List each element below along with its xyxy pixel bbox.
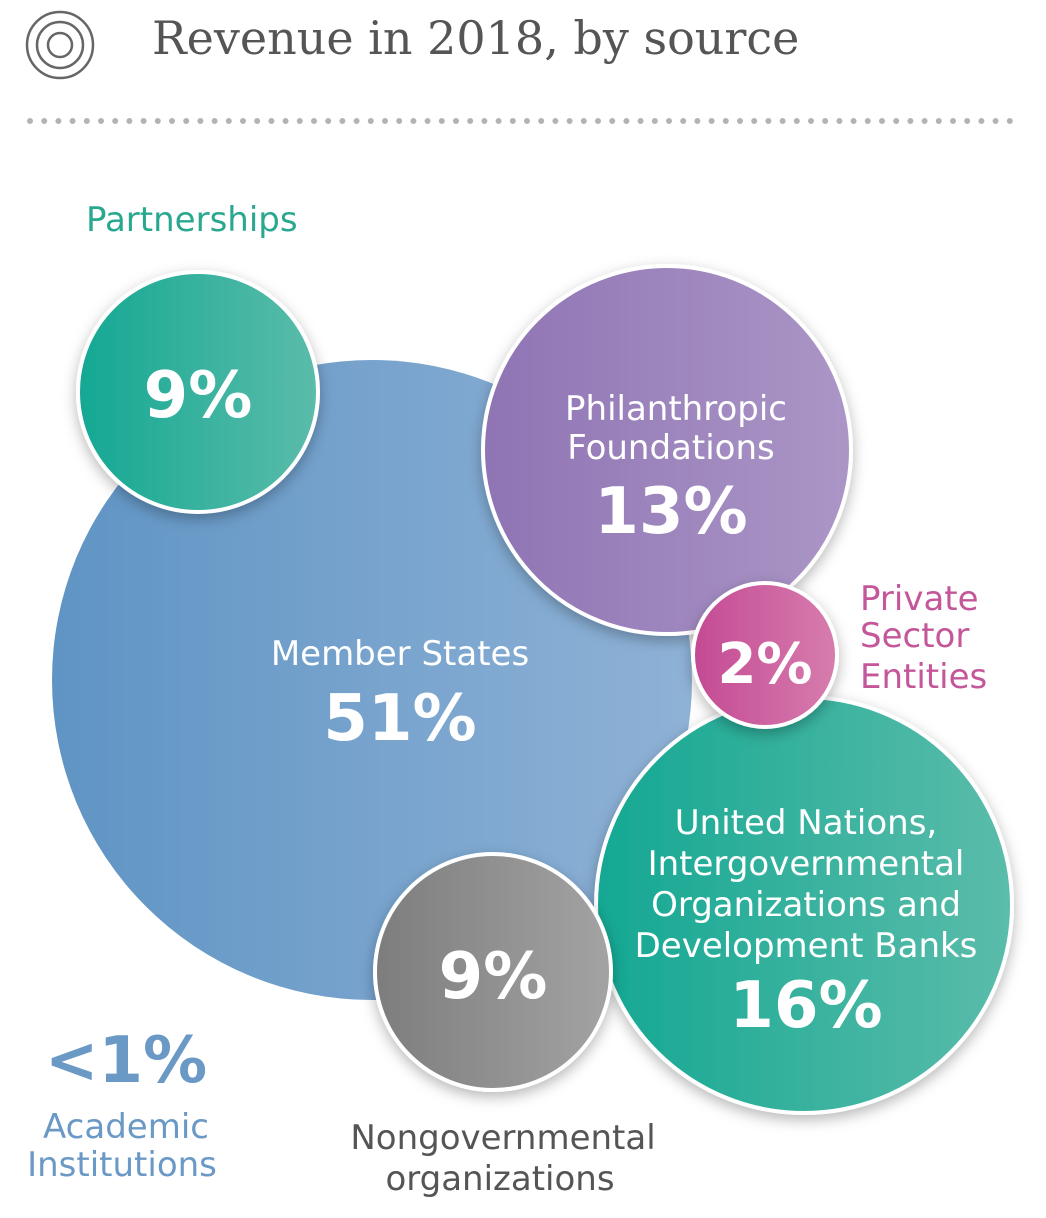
un-label-line4: Development Banks — [635, 926, 978, 966]
un-label-line1: United Nations, — [675, 803, 937, 843]
ngo-label-line1: Nongovernmental — [350, 1118, 655, 1158]
philanthropic-label-line2: Foundations — [567, 428, 775, 468]
un-label-line2: Intergovernmental — [648, 844, 965, 884]
bubble-partnerships — [76, 270, 320, 514]
member-states-label: Member States — [271, 634, 529, 674]
un-label-line3: Organizations and — [651, 885, 961, 925]
private-sector-label-line2: Sector — [860, 616, 969, 656]
chart-title: Revenue in 2018, by source — [152, 11, 799, 65]
member-states-value: 51% — [323, 682, 476, 756]
private-sector-value: 2% — [717, 632, 812, 697]
ngo-label-line2: organizations — [385, 1159, 614, 1199]
bubble-private-sector — [691, 581, 839, 729]
private-sector-label-line1: Private — [860, 579, 979, 619]
ngo-value: 9% — [439, 940, 548, 1014]
academic-value: <1% — [45, 1024, 207, 1098]
partnerships-label: Partnerships — [86, 200, 298, 240]
bubble-philanthropic-foundations — [481, 264, 853, 636]
philanthropic-label-line1: Philanthropic — [565, 389, 787, 429]
bubble-nongovernmental-organizations — [373, 852, 613, 1092]
partnerships-value: 9% — [144, 359, 253, 433]
academic-label-line1: Academic — [43, 1107, 209, 1147]
academic-label-line2: Institutions — [27, 1145, 217, 1185]
philanthropic-value: 13% — [594, 475, 747, 549]
un-value: 16% — [729, 969, 882, 1043]
private-sector-label-line3: Entities — [860, 657, 987, 697]
concentric-circles-icon — [25, 10, 95, 80]
